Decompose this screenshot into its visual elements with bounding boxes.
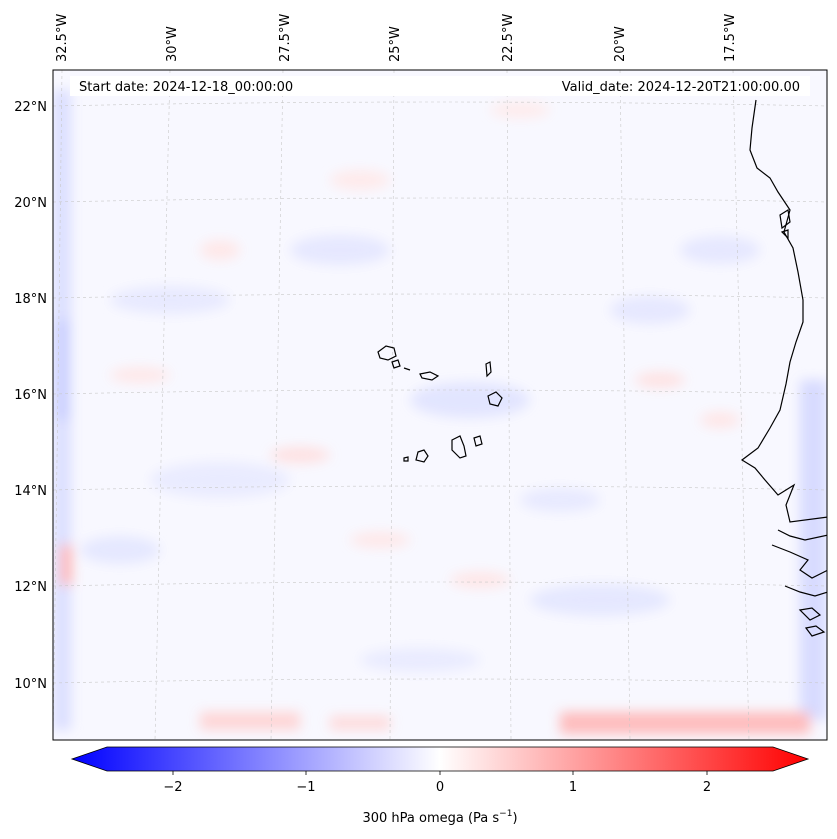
valid-date: Valid_date: 2024-12-20T21:00:00.00 <box>562 80 800 95</box>
lat-label: 12°N <box>14 580 47 595</box>
longitude-labels: 32.5°W 30°W 27.5°W 25°W 22.5°W 20°W 17.5… <box>55 14 738 62</box>
colorbar-label-end: ) <box>512 811 517 826</box>
lat-label: 18°N <box>14 292 47 307</box>
map-panel: Start date: 2024-12-18_00:00:00 Valid_da… <box>52 69 828 741</box>
latitude-labels: 22°N 20°N 18°N 16°N 14°N 12°N 10°N <box>14 100 47 692</box>
lon-label: 20°W <box>613 26 628 62</box>
fogo <box>415 449 429 463</box>
lat-label: 10°N <box>14 677 47 692</box>
coastline <box>740 99 827 637</box>
lon-label: 32.5°W <box>55 14 70 62</box>
brava <box>403 456 409 462</box>
lat-label: 14°N <box>14 484 47 499</box>
lon-label: 17.5°W <box>723 14 738 62</box>
lon-label: 30°W <box>165 26 180 62</box>
lon-label: 27.5°W <box>278 14 293 62</box>
cape-verde-islands <box>377 345 503 463</box>
colorbar-bar <box>70 746 810 772</box>
boa-vista <box>487 391 503 407</box>
maio <box>473 435 483 447</box>
colorbar-label-sup: −1 <box>499 809 512 819</box>
omega-field <box>53 90 827 734</box>
map-frame <box>52 69 828 741</box>
colorbar-label-main: 300 hPa omega (Pa s <box>362 811 499 826</box>
gridlines <box>53 70 827 740</box>
santiago <box>451 435 467 459</box>
start-date: Start date: 2024-12-18_00:00:00 <box>79 80 293 95</box>
lon-label: 25°W <box>388 26 403 62</box>
colorbar-tick: 1 <box>569 780 577 795</box>
sao-nicolau <box>419 371 440 381</box>
sao-vicente <box>391 359 401 369</box>
colorbar-tick: 0 <box>436 780 444 795</box>
colorbar-tick: 2 <box>703 780 711 795</box>
colorbar-tick-marks <box>172 771 708 775</box>
lat-label: 20°N <box>14 196 47 211</box>
colorbar-tick: −2 <box>163 780 182 795</box>
africa-coast <box>740 99 827 523</box>
lon-label: 22.5°W <box>501 14 516 62</box>
lat-label: 22°N <box>14 100 47 115</box>
date-banner <box>70 76 810 96</box>
colorbar-label: 300 hPa omega (Pa s−1) <box>362 809 517 826</box>
sal <box>485 361 492 378</box>
colorbar-tick: −1 <box>296 780 315 795</box>
santa-luzia <box>403 367 411 371</box>
santo-antao <box>377 345 397 361</box>
lat-label: 16°N <box>14 388 47 403</box>
colorbar: −2 −1 0 1 2 300 hPa omega (Pa s−1) <box>70 746 810 826</box>
